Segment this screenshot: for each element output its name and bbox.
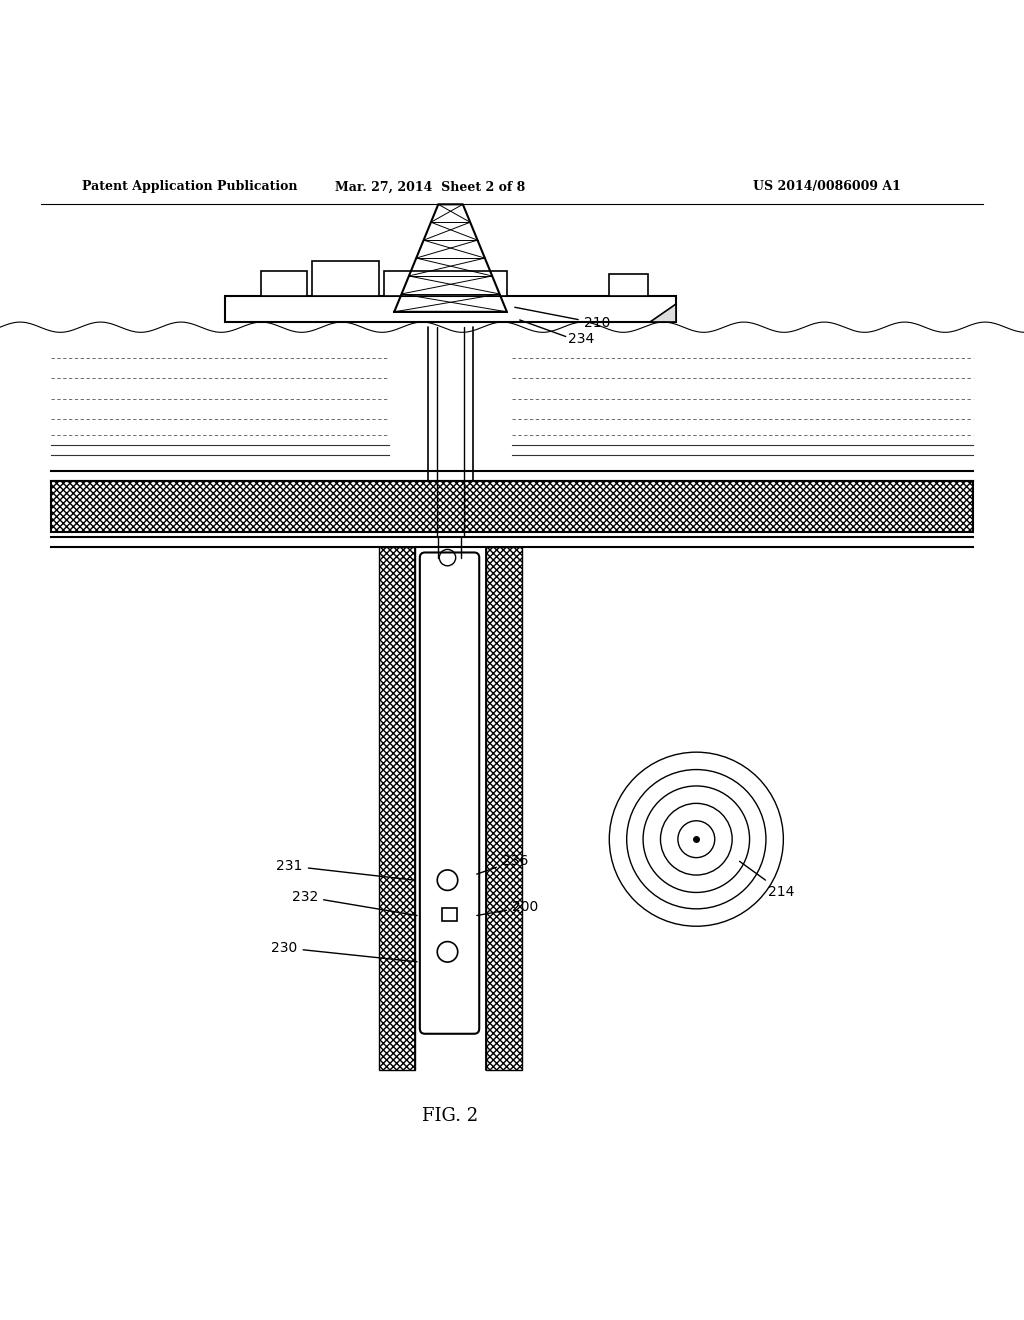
Text: 210: 210 [515,308,610,330]
Text: Mar. 27, 2014  Sheet 2 of 8: Mar. 27, 2014 Sheet 2 of 8 [335,181,525,194]
Text: 200: 200 [477,900,539,916]
Bar [225,297,676,322]
Bar [379,548,415,1069]
Text: FIG. 2: FIG. 2 [423,1106,478,1125]
Polygon shape [650,304,676,322]
Bar [384,271,507,297]
Bar [442,908,457,921]
Bar [486,548,522,1069]
Text: 230: 230 [271,941,417,962]
Bar [312,260,379,297]
Text: Patent Application Publication: Patent Application Publication [82,181,297,194]
Text: 231: 231 [276,859,412,880]
Bar [51,480,973,532]
Text: 234: 234 [568,331,595,346]
Text: US 2014/0086009 A1: US 2014/0086009 A1 [754,181,901,194]
Text: 214: 214 [739,862,795,899]
Text: 232: 232 [292,890,417,916]
FancyBboxPatch shape [420,553,479,1034]
Text: 236: 236 [477,854,528,874]
Bar [261,271,307,297]
Bar [609,275,648,297]
